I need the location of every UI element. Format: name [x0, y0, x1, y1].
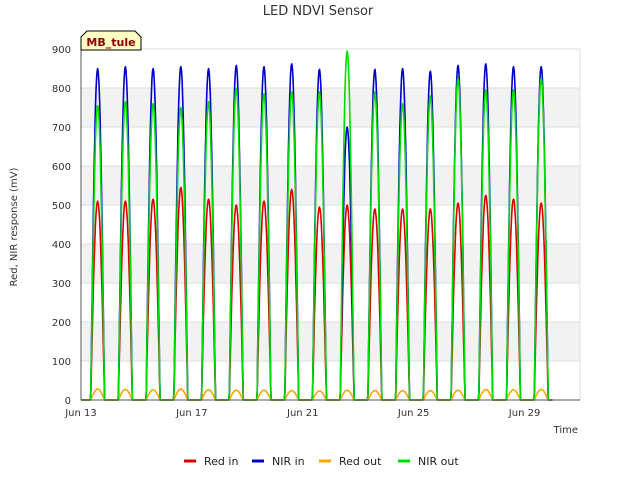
y-tick-label: 300 — [52, 279, 71, 290]
plot-band — [81, 166, 580, 205]
y-tick-label: 800 — [52, 84, 71, 95]
x-tick-label: Jun 17 — [175, 408, 208, 419]
series-line — [80, 388, 553, 401]
plot-bands — [81, 88, 580, 361]
plot-band — [81, 88, 580, 127]
legend-label: NIR out — [418, 455, 459, 468]
x-tick-label: Jun 21 — [286, 408, 319, 419]
y-tick-label: 500 — [52, 201, 71, 212]
plot-band — [81, 244, 580, 283]
badge: MB_tule — [80, 30, 142, 51]
y-tick-label: 900 — [52, 45, 71, 56]
badge-shape — [80, 30, 142, 51]
y-tick-labels: 0 100 200 300 400 500 600 700 800 900 — [52, 45, 71, 407]
y-axis-label: Red, NIR response (mV) — [9, 167, 20, 286]
legend-label: Red out — [339, 455, 382, 468]
y-tick-label: 0 — [65, 396, 71, 407]
x-tick-label: Jun 25 — [397, 408, 430, 419]
y-tick-label: 400 — [52, 240, 71, 251]
y-tick-label: 200 — [52, 318, 71, 329]
badge-label: MB_tule — [86, 36, 135, 49]
legend-label: Red in — [204, 455, 238, 468]
y-tick-label: 700 — [52, 123, 71, 134]
plot-band — [81, 322, 580, 361]
axes — [80, 48, 581, 401]
y-tick-label: 600 — [52, 162, 71, 173]
x-tick-label: Jun 13 — [64, 408, 97, 419]
x-axis-label: Time — [553, 425, 578, 436]
legend-label: NIR in — [272, 455, 305, 468]
x-tick-labels: Jun 13 Jun 17 Jun 21 Jun 25 Jun 29 — [64, 408, 540, 419]
chart-title: LED NDVI Sensor — [263, 4, 374, 19]
legend: Red in NIR in Red out NIR out — [184, 455, 459, 468]
y-tick-label: 100 — [52, 357, 71, 368]
x-tick-label: Jun 29 — [508, 408, 541, 419]
